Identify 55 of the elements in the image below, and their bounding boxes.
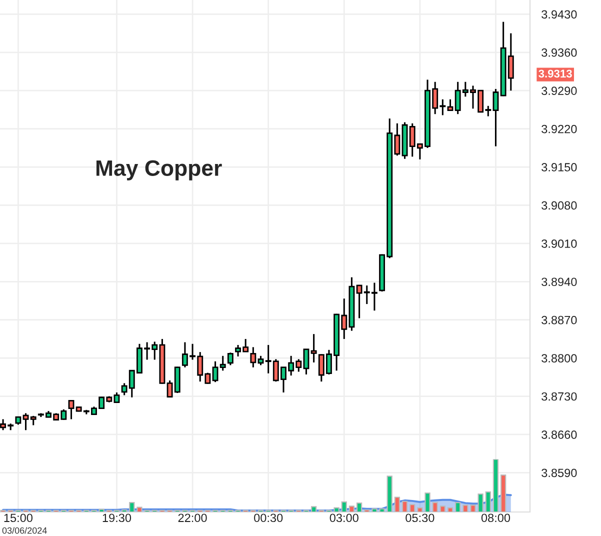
candlestick — [250, 346, 256, 368]
y-tick-label: 3.8870 — [542, 316, 577, 324]
text: May Copper — [96, 160, 222, 180]
bar — [310, 506, 317, 512]
y-tick-label: 3.9360 — [542, 48, 577, 57]
y-tick-label: 3.9430 — [542, 10, 577, 19]
candlestick — [447, 98, 454, 112]
y-tick-label: 3.8940 — [542, 278, 577, 286]
bar — [440, 506, 446, 512]
bar — [402, 500, 408, 512]
bar — [455, 502, 461, 512]
bar — [356, 502, 362, 512]
bar — [462, 504, 468, 512]
candlestick — [258, 355, 264, 366]
y-tick-label: 3.9010 — [542, 239, 577, 248]
bar — [386, 476, 392, 512]
text: 03/06/2024 — [2, 527, 47, 534]
bar — [341, 501, 347, 512]
candlestick — [68, 399, 74, 420]
bar — [394, 496, 400, 512]
y-tick-label: 3.8800 — [542, 354, 577, 362]
x-tick-label: 22:00 — [178, 514, 207, 522]
y-tick-label: 3.9080 — [542, 201, 577, 210]
y-tick-label: 3.8660 — [542, 430, 577, 439]
bar — [492, 459, 499, 512]
bar — [129, 502, 135, 512]
x-tick-label: 15:00 — [4, 514, 33, 522]
y-tick-label: 3.8730 — [542, 392, 577, 401]
y-tick-label: 3.9290 — [542, 86, 577, 96]
bar — [364, 509, 370, 512]
bar — [348, 506, 355, 512]
candlestick — [227, 352, 234, 366]
bar — [432, 502, 438, 512]
bar — [485, 491, 491, 512]
bar — [500, 474, 506, 512]
bar — [447, 507, 454, 512]
x-tick-label: 05:30 — [406, 514, 434, 522]
candlestick — [212, 360, 218, 383]
bar — [410, 504, 416, 512]
candlestick — [310, 333, 317, 364]
y-tick-label: 3.9220 — [542, 124, 577, 134]
candlestick — [220, 355, 226, 372]
y-tick-label: 3.9150 — [542, 163, 577, 172]
x-tick-label: 03:00 — [330, 514, 358, 522]
y-tick-label: 3.8590 — [542, 468, 577, 478]
x-tick-label: 08:00 — [481, 514, 510, 522]
candlestick — [30, 415, 36, 426]
candlestick — [22, 412, 29, 431]
x-tick-label: 00:30 — [254, 514, 283, 522]
candlestick — [492, 88, 499, 148]
candlestick — [114, 392, 120, 404]
text: 3.9313 — [538, 70, 572, 78]
bar — [121, 509, 128, 512]
x-tick-label: 19:30 — [102, 514, 132, 522]
candlestick — [303, 348, 310, 376]
